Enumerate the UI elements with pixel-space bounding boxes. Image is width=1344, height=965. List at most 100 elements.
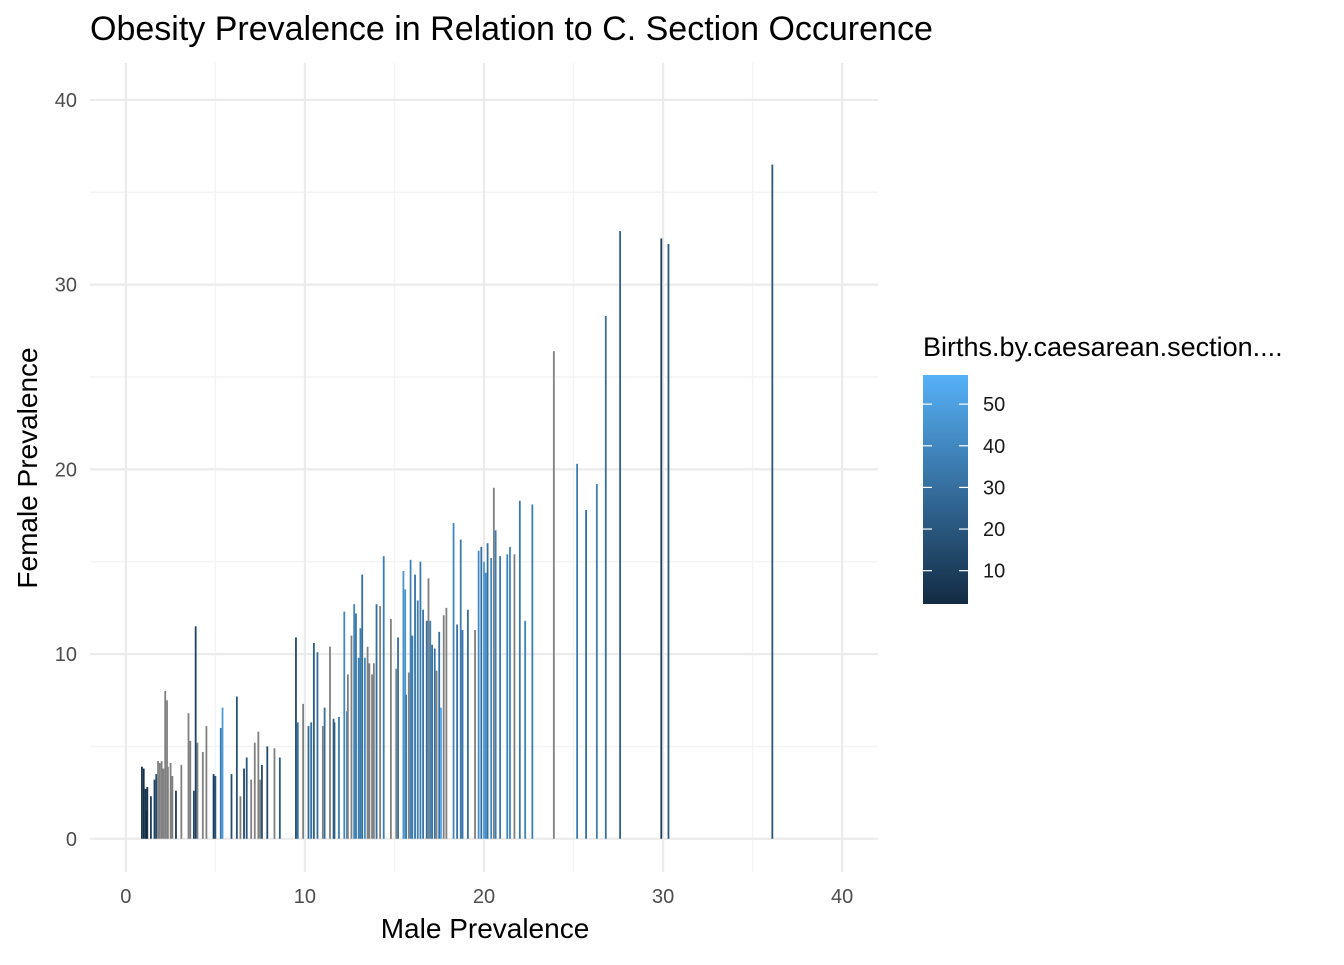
bar	[235, 696, 238, 839]
bar	[379, 606, 382, 839]
bar	[212, 774, 215, 839]
bar	[307, 726, 310, 839]
bar	[350, 635, 353, 839]
bar	[531, 504, 534, 839]
bar	[492, 487, 495, 839]
bar	[250, 779, 253, 839]
legend-title: Births.by.caesarean.section....	[923, 332, 1283, 362]
bar	[259, 779, 262, 839]
bar	[230, 774, 233, 839]
bar	[329, 646, 331, 839]
x-axis-title: Male Prevalence	[381, 913, 590, 944]
bar	[141, 766, 143, 839]
bar	[440, 707, 442, 839]
bar	[461, 630, 464, 839]
bar	[145, 811, 148, 839]
bar	[239, 796, 242, 839]
bar	[278, 757, 281, 839]
bar	[416, 600, 419, 839]
bar	[192, 790, 195, 839]
x-tick-label: 40	[831, 886, 853, 908]
x-tick-label: 30	[652, 886, 674, 908]
bar	[196, 742, 199, 839]
legend-tick-label: 10	[983, 561, 1005, 583]
bar	[364, 657, 366, 839]
bar	[604, 316, 607, 839]
legend-tick-label: 30	[983, 477, 1005, 499]
bar	[411, 635, 414, 839]
bar	[205, 726, 208, 839]
bar	[323, 707, 326, 839]
bar	[372, 663, 375, 839]
bar	[343, 611, 346, 839]
bar	[442, 615, 445, 839]
bar	[221, 707, 224, 839]
bar	[164, 690, 167, 839]
legend-ticks: 10 20 30 40 50	[923, 394, 1005, 583]
bar	[405, 694, 407, 839]
bar	[355, 613, 357, 839]
bar	[425, 620, 428, 839]
bar	[483, 561, 485, 839]
legend-tick-label: 20	[983, 519, 1005, 541]
bar	[499, 556, 502, 839]
bar	[414, 574, 416, 839]
x-tick-label: 10	[294, 886, 316, 908]
bar	[338, 716, 340, 839]
bar	[395, 668, 398, 839]
y-tick-label: 10	[55, 644, 77, 666]
y-axis-ticks: 0 10 20 30 40	[55, 90, 77, 851]
bar	[357, 657, 360, 839]
chart-title: Obesity Prevalence in Relation to C. Sec…	[90, 10, 933, 48]
bar	[422, 609, 425, 839]
bar	[257, 731, 260, 839]
bar	[524, 620, 527, 839]
bars	[141, 164, 774, 839]
bar	[389, 618, 392, 839]
bar	[375, 604, 378, 839]
bar	[419, 561, 422, 839]
bar	[513, 554, 516, 839]
bar	[149, 796, 152, 839]
bar	[771, 164, 774, 839]
bar	[157, 761, 159, 839]
bar	[506, 554, 509, 839]
bar	[456, 624, 459, 839]
bar	[160, 761, 163, 839]
bar	[371, 674, 373, 839]
bar	[484, 572, 487, 839]
bar	[333, 722, 336, 839]
legend-colorbar	[923, 375, 968, 604]
y-tick-label: 20	[55, 459, 77, 481]
legend: Births.by.caesarean.section.... 10 20 30 40…	[923, 332, 1283, 604]
bar	[660, 238, 663, 839]
bar	[459, 539, 462, 839]
bar	[368, 663, 371, 839]
y-tick-label: 0	[66, 829, 77, 851]
bar	[397, 637, 399, 839]
bar	[429, 620, 432, 839]
bar	[452, 522, 455, 839]
bar	[466, 609, 469, 839]
bar	[474, 630, 476, 839]
bar	[312, 642, 315, 839]
bar	[296, 722, 299, 839]
y-tick-label: 30	[55, 275, 77, 297]
bar	[427, 578, 430, 839]
bar	[407, 672, 410, 839]
x-tick-label: 0	[120, 886, 131, 908]
bar	[490, 558, 493, 839]
bar	[194, 626, 197, 839]
legend-tick-label: 50	[983, 394, 1005, 416]
bar	[219, 727, 222, 839]
bar	[361, 574, 364, 839]
bar	[302, 703, 305, 839]
bar	[509, 546, 511, 839]
bar	[253, 742, 256, 839]
bar	[243, 768, 245, 839]
bar	[445, 607, 448, 839]
bar	[316, 652, 319, 839]
bar	[180, 764, 183, 839]
x-tick-label: 20	[473, 886, 495, 908]
